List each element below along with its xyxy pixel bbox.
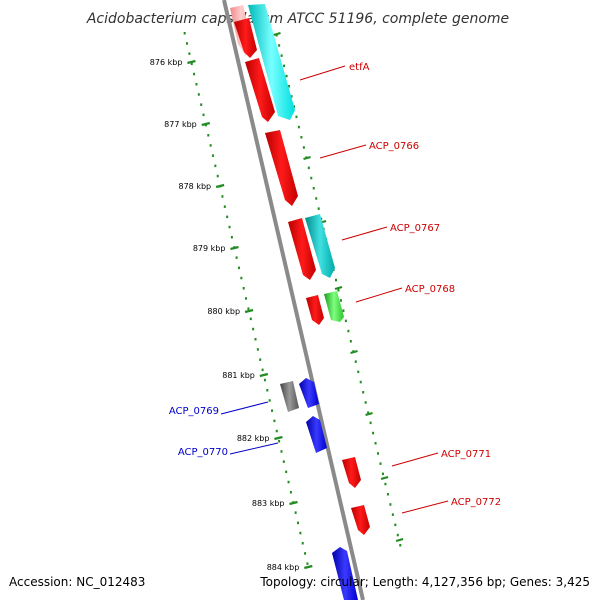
genes bbox=[230, 4, 370, 600]
gene-label[interactable]: ACP_0769 bbox=[169, 406, 219, 417]
scale-tick bbox=[289, 500, 298, 506]
gene-feature[interactable] bbox=[245, 58, 275, 122]
gene-feature[interactable] bbox=[280, 381, 299, 412]
gene-label[interactable]: ACP_0766 bbox=[369, 141, 419, 152]
scale-tick bbox=[187, 59, 196, 65]
gene-label[interactable]: ACP_0767 bbox=[390, 223, 440, 234]
scale-tick bbox=[230, 245, 239, 251]
gene-label[interactable]: ACP_0768 bbox=[405, 284, 455, 295]
scale-tick bbox=[201, 121, 211, 127]
gene-feature[interactable] bbox=[332, 547, 358, 600]
gene-feature[interactable] bbox=[288, 218, 316, 280]
gene-feature[interactable] bbox=[306, 416, 327, 453]
scale-tick bbox=[274, 435, 283, 441]
gene-label[interactable]: ACP_0770 bbox=[178, 447, 228, 458]
map-title: Acidobacterium capsulatum ATCC 51196, co… bbox=[86, 11, 509, 27]
gene-feature[interactable] bbox=[324, 291, 344, 322]
gene-feature[interactable] bbox=[248, 4, 295, 120]
gene-label[interactable]: ACP_0772 bbox=[451, 497, 501, 508]
gene-label[interactable]: ACP_0771 bbox=[441, 449, 491, 460]
scale-tick-label: 882 kbp bbox=[237, 434, 270, 443]
gene-labels: etfA ACP_0766 ACP_0767 ACP_0768 ACP_0769 ACP_… bbox=[169, 62, 501, 508]
scale-tick-label: 879 kbp bbox=[193, 244, 226, 253]
scale-tick-label: 877 kbp bbox=[164, 120, 197, 129]
gene-feature[interactable] bbox=[342, 457, 361, 488]
scale-tick-label: 883 kbp bbox=[252, 499, 285, 508]
scale-tick bbox=[304, 564, 313, 570]
gene-feature[interactable] bbox=[265, 130, 298, 206]
gene-feature[interactable] bbox=[351, 505, 370, 535]
gene-feature[interactable] bbox=[306, 295, 324, 325]
scale-tick bbox=[259, 372, 269, 378]
scale-tick-label: 884 kbp bbox=[267, 563, 300, 572]
gene-feature[interactable] bbox=[234, 18, 257, 58]
scale-ticks: 876 kbp 877 kbp 878 kbp 879 kbp 880 kbp 881 k… bbox=[150, 58, 313, 572]
scale-tick-label: 880 kbp bbox=[207, 307, 240, 316]
genome-summary-text: Topology: circular; Length: 4,127,356 bp… bbox=[259, 575, 590, 589]
scale-tick-label: 881 kbp bbox=[222, 371, 255, 380]
gene-feature[interactable] bbox=[299, 378, 319, 408]
scale-tick bbox=[244, 308, 254, 314]
accession-text: Accession: NC_012483 bbox=[9, 575, 145, 589]
genome-backbone bbox=[222, 0, 365, 600]
label-leaders bbox=[220, 65, 449, 514]
gene-feature[interactable] bbox=[305, 214, 335, 278]
scale-tick-label: 876 kbp bbox=[150, 58, 183, 67]
scale-tick-label: 878 kbp bbox=[179, 182, 212, 191]
scale-tick bbox=[215, 183, 225, 189]
gene-label[interactable]: etfA bbox=[349, 62, 370, 73]
